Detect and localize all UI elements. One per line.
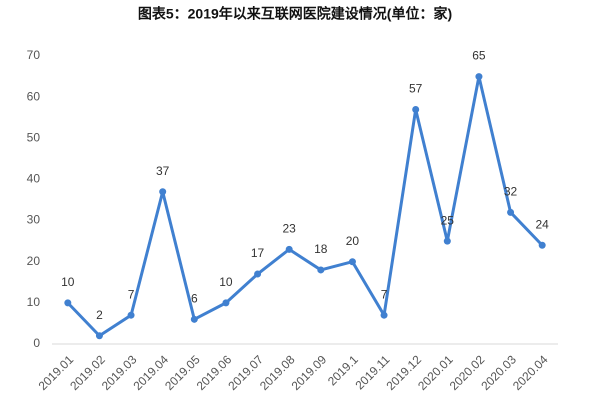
point: [285, 245, 293, 253]
point: [348, 258, 356, 266]
x-tick-label: 2019.09: [289, 352, 330, 393]
data-label: 10: [61, 275, 75, 289]
line: [66, 75, 544, 338]
data-label: 17: [251, 246, 265, 260]
point: [190, 315, 198, 323]
point: [412, 105, 420, 113]
y-tick-label: 0: [33, 336, 40, 350]
data-label: 24: [536, 217, 550, 231]
point: [254, 270, 262, 278]
point: [317, 266, 325, 274]
data-label: 18: [314, 242, 328, 256]
x-tick-label: 2020.04: [510, 352, 551, 393]
point: [507, 208, 515, 216]
y-tick-label: 60: [27, 89, 41, 103]
y-tick-label: 70: [27, 48, 41, 62]
point: [475, 73, 483, 81]
y-tick-label: 20: [27, 254, 41, 268]
data-label: 2: [96, 308, 103, 322]
point: [222, 299, 230, 307]
point: [159, 188, 167, 196]
point: [380, 311, 388, 319]
point: [64, 299, 72, 307]
y-tick-label: 30: [27, 213, 41, 227]
point: [538, 241, 546, 249]
point: [127, 311, 135, 319]
data-label: 10: [219, 275, 233, 289]
point: [95, 332, 103, 340]
data-label: 7: [381, 287, 388, 301]
data-label: 57: [409, 82, 423, 96]
y-tick-label: 40: [27, 172, 41, 186]
y-tick-label: 50: [27, 130, 41, 144]
data-label: 6: [191, 291, 198, 305]
point: [443, 237, 451, 245]
data-label: 32: [504, 185, 518, 199]
chart-title: 图表5：2019年以来互联网医院建设情况(单位：家): [138, 6, 452, 22]
data-label: 37: [156, 164, 170, 178]
data-label: 25: [441, 213, 455, 227]
y-tick-label: 10: [27, 295, 41, 309]
data-label: 23: [283, 222, 297, 236]
data-label: 7: [128, 287, 135, 301]
data-label: 65: [472, 49, 486, 63]
data-label: 20: [346, 234, 360, 248]
